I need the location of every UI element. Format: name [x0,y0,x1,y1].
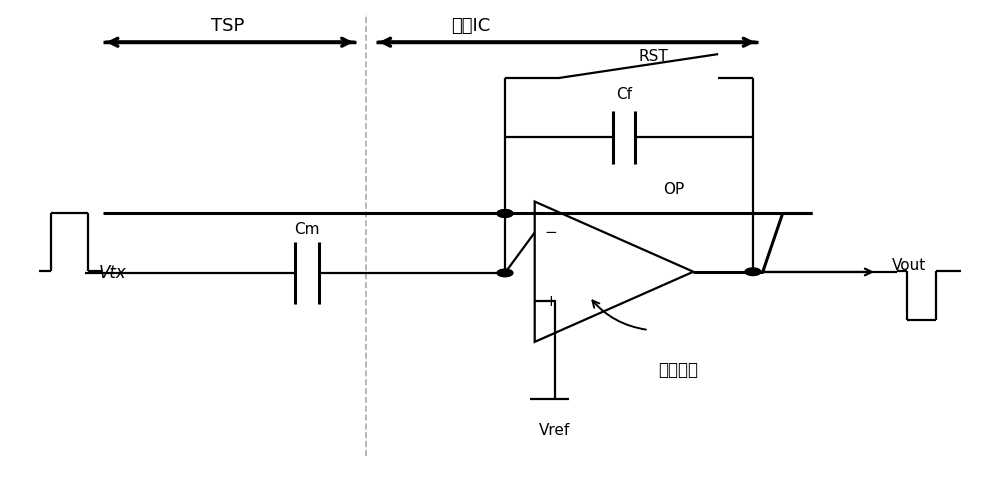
Text: TSP: TSP [211,17,244,35]
Text: Vref: Vref [539,423,570,438]
Circle shape [497,269,513,277]
Circle shape [497,210,513,217]
Text: RST: RST [639,48,669,63]
Text: 感测单元: 感测单元 [659,361,699,379]
Circle shape [745,268,761,275]
Text: OP: OP [664,182,685,197]
Circle shape [497,210,513,217]
Text: 触摸IC: 触摸IC [451,17,490,35]
Text: Cf: Cf [616,87,632,102]
Text: Vtx: Vtx [98,264,126,282]
Text: −: − [545,225,557,240]
Text: Cm: Cm [294,222,319,237]
Text: Vout: Vout [892,258,926,273]
Text: +: + [545,294,557,309]
